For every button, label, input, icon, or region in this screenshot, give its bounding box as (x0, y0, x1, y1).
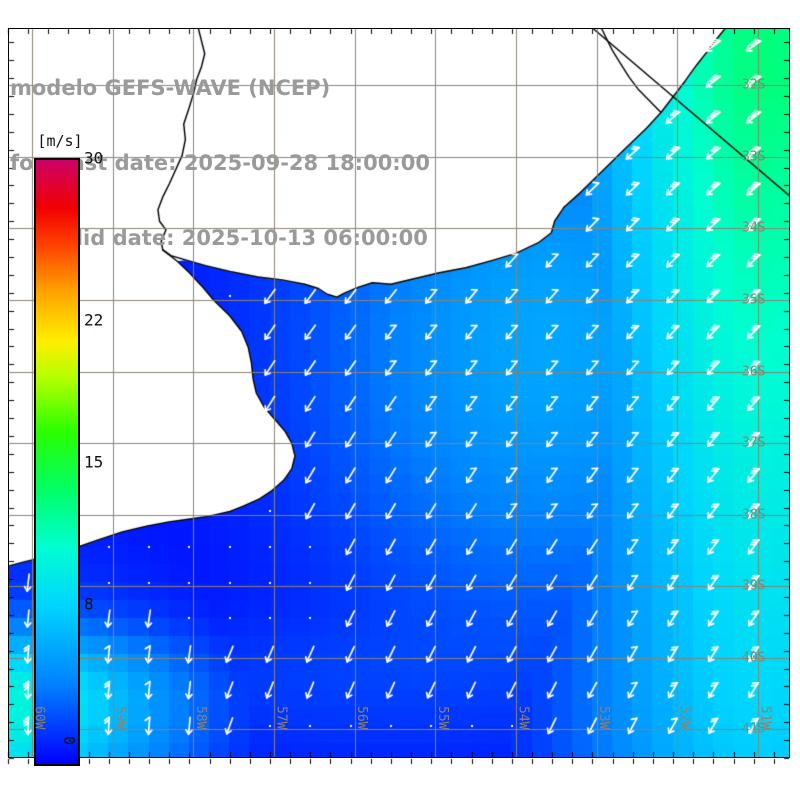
map-plot-area[interactable] (8, 28, 790, 758)
colorbar[interactable] (34, 158, 80, 766)
wind-barb-overlay (8, 28, 790, 758)
colorbar-gradient (34, 158, 80, 766)
